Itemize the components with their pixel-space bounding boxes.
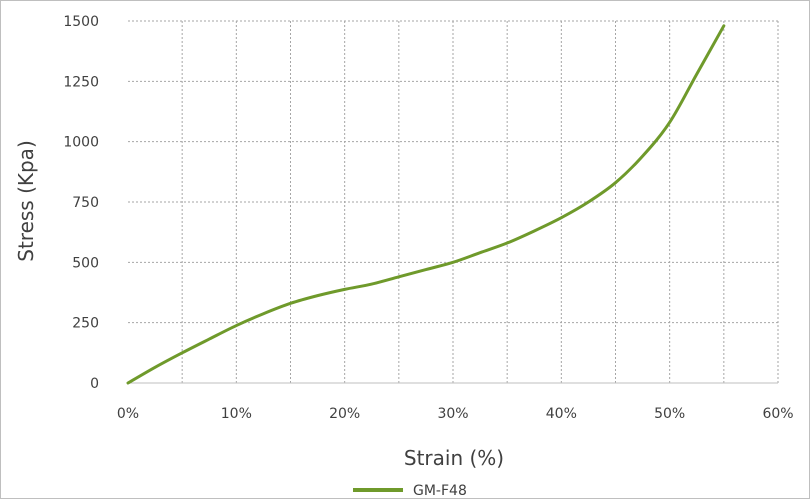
y-tick-label: 1250 [63, 74, 99, 90]
y-axis-title: Stress (Kpa) [14, 140, 38, 262]
x-tick-label: 10% [221, 406, 252, 422]
x-tick-label: 0% [117, 406, 139, 422]
series-layer [126, 24, 726, 385]
x-tick-label: 50% [654, 406, 685, 422]
y-tick-label: 250 [72, 316, 99, 332]
y-tick-label: 500 [72, 255, 99, 271]
tick-labels: 0 250 500 750 1000 1250 1500 0% 10% 20% 30% 40% 50% 6… [63, 14, 793, 422]
legend: GM-F48 [353, 483, 467, 498]
x-tick-label: 60% [762, 406, 793, 422]
x-tick-label: 20% [329, 406, 360, 422]
y-tick-label: 750 [72, 195, 99, 211]
y-tick-label: 1000 [63, 135, 99, 151]
x-axis-title: Strain (%) [404, 446, 504, 470]
grid [128, 20, 779, 383]
y-tick-label: 1500 [63, 14, 99, 30]
x-tick-label: 30% [437, 406, 468, 422]
series-line-gm-f48 [126, 24, 726, 385]
x-tick-label: 40% [546, 406, 577, 422]
legend-label-gm-f48: GM-F48 [413, 483, 467, 498]
y-tick-label: 0 [90, 376, 99, 392]
